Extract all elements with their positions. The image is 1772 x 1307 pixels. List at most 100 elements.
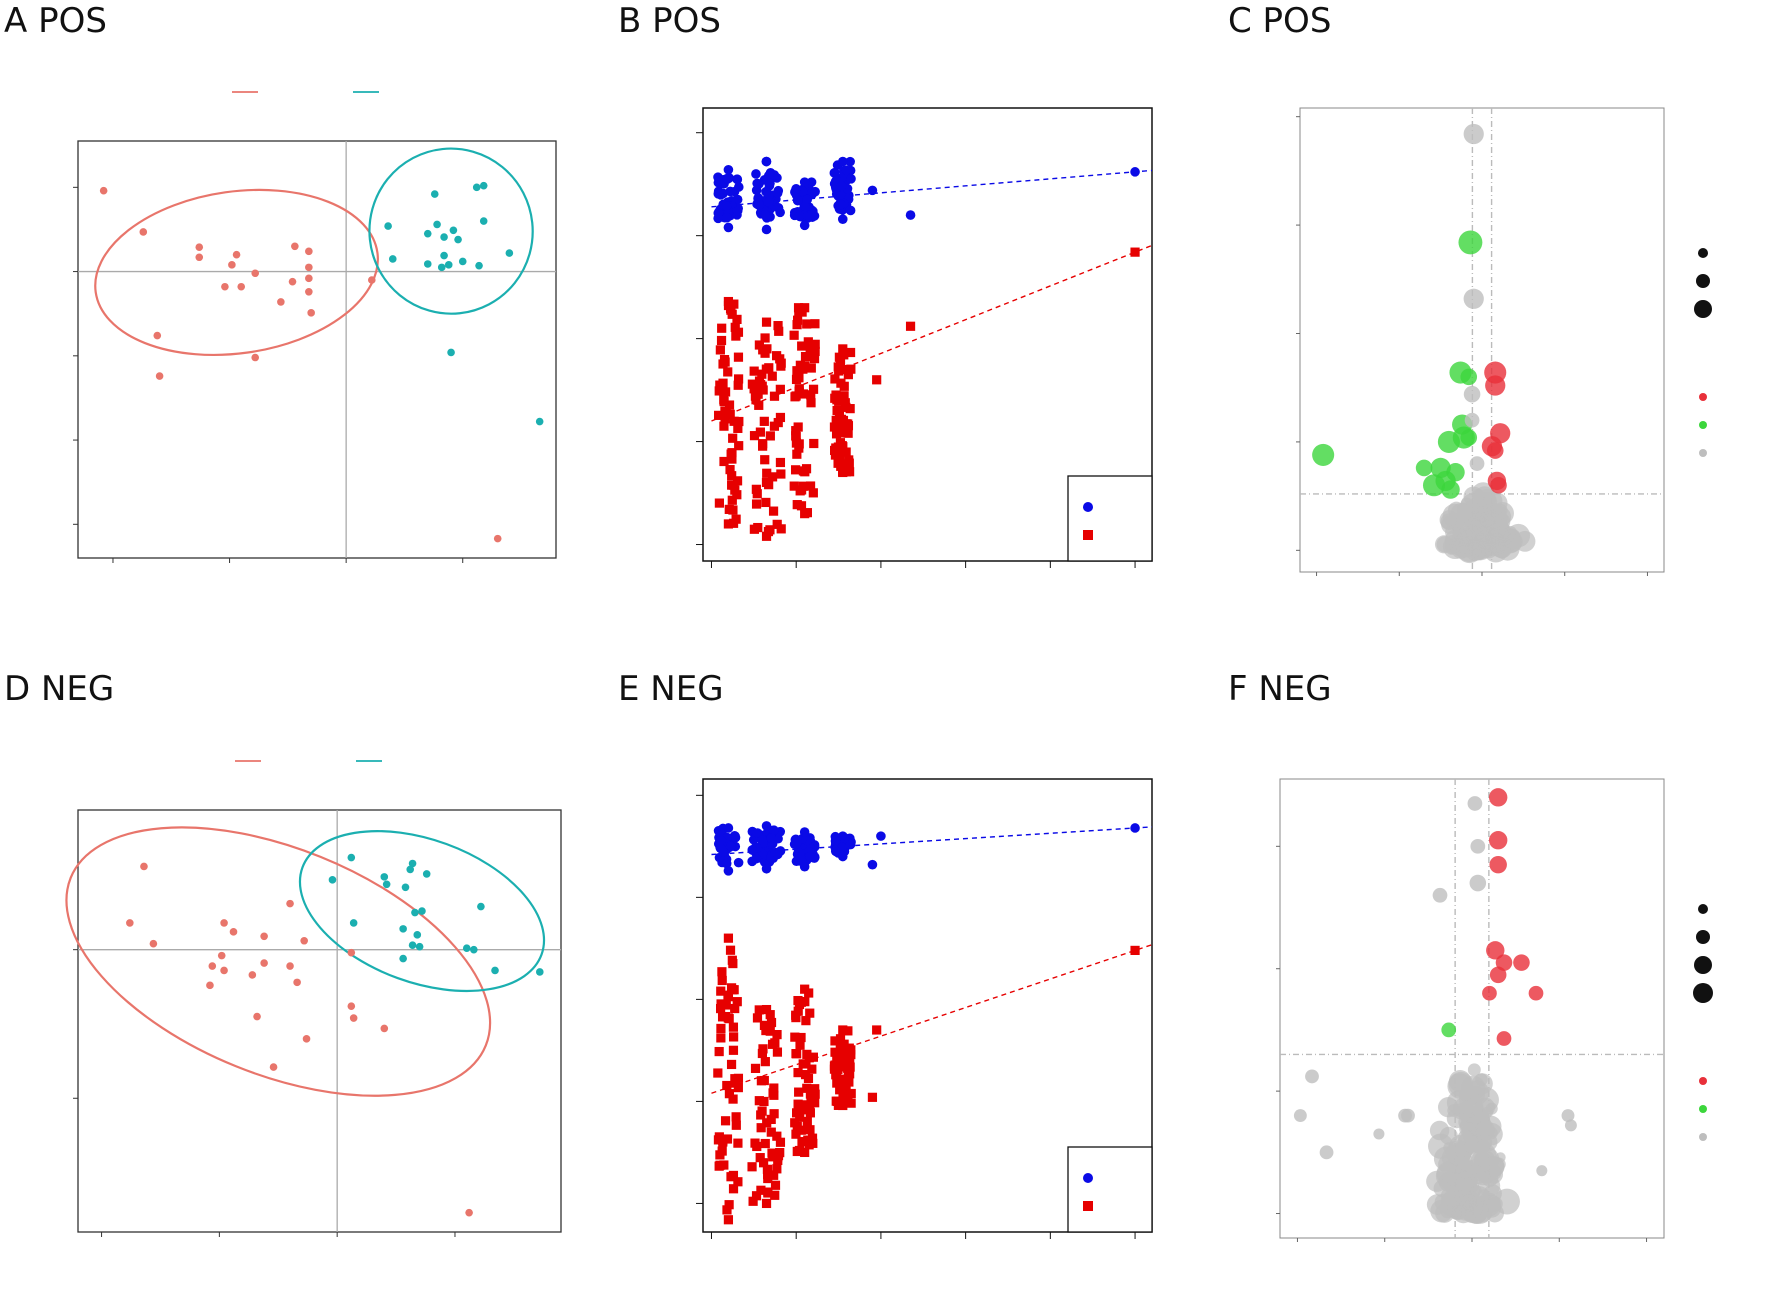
q2-point bbox=[801, 1016, 811, 1026]
sample-point bbox=[291, 242, 299, 251]
r2-point bbox=[791, 184, 801, 194]
q2-point bbox=[722, 1134, 733, 1144]
nodiff-point bbox=[1319, 1145, 1334, 1160]
q2-point bbox=[732, 997, 742, 1007]
r2-point bbox=[747, 856, 757, 867]
q2-point bbox=[766, 1127, 776, 1137]
q2-point bbox=[765, 525, 775, 535]
sample-point bbox=[349, 919, 358, 927]
nodiff-point bbox=[1293, 1109, 1307, 1123]
sample-point bbox=[347, 1002, 356, 1010]
r2-point bbox=[846, 174, 856, 184]
q2-point bbox=[761, 1004, 772, 1015]
q2-point bbox=[765, 1010, 775, 1020]
r2-point bbox=[796, 854, 807, 865]
q2-point bbox=[776, 524, 786, 534]
q2-point bbox=[795, 360, 805, 370]
q2-point bbox=[748, 1196, 758, 1206]
q2-point bbox=[776, 469, 786, 479]
r2-point bbox=[765, 168, 776, 178]
r2-point bbox=[752, 828, 763, 838]
q2-point bbox=[769, 391, 780, 401]
q2-point bbox=[747, 379, 757, 389]
size-legend-key bbox=[1696, 274, 1710, 288]
q2-point bbox=[830, 1047, 840, 1057]
q2-point bbox=[845, 404, 855, 414]
q2-point bbox=[716, 1003, 726, 1014]
volcano-plot-neg bbox=[1276, 778, 1713, 1242]
r2-point bbox=[837, 851, 848, 862]
sample-point bbox=[423, 229, 432, 238]
q2-point bbox=[730, 1003, 740, 1014]
r2-point bbox=[799, 220, 810, 231]
nodiff-point bbox=[1401, 1108, 1415, 1123]
r2-point bbox=[715, 843, 726, 854]
q2-point bbox=[791, 432, 801, 442]
q2-point bbox=[720, 414, 730, 424]
nodiff-point bbox=[1454, 1142, 1469, 1158]
dw-point bbox=[1441, 1022, 1457, 1038]
permutation-plot-neg bbox=[696, 778, 1153, 1239]
q2-point bbox=[836, 461, 846, 471]
q2-point bbox=[835, 438, 846, 448]
q2-point bbox=[843, 1092, 853, 1103]
q2-point bbox=[832, 1069, 842, 1079]
q2-point bbox=[756, 1123, 766, 1133]
sample-point bbox=[347, 948, 356, 957]
sample-point bbox=[367, 276, 376, 284]
nodiff-point bbox=[1440, 513, 1457, 530]
q2-point bbox=[846, 1098, 856, 1108]
q2-point bbox=[867, 1092, 878, 1102]
sample-point bbox=[470, 945, 478, 954]
q2-point bbox=[716, 335, 727, 346]
sample-point bbox=[399, 925, 407, 933]
q2-point bbox=[802, 319, 812, 329]
confidence-ellipse-a-luad bbox=[94, 188, 379, 357]
color-legend-key bbox=[1699, 1133, 1707, 1141]
q2-point bbox=[722, 1205, 732, 1215]
q2-point bbox=[733, 1177, 743, 1187]
r2-point bbox=[766, 833, 776, 843]
nodiff-point bbox=[1434, 1193, 1452, 1211]
q2-point bbox=[751, 1191, 762, 1201]
q2-point bbox=[833, 1056, 844, 1066]
q2-point bbox=[845, 347, 856, 358]
q2-point bbox=[763, 1173, 773, 1184]
q2-point bbox=[772, 1131, 782, 1141]
sample-point bbox=[475, 261, 483, 270]
sample-point bbox=[307, 309, 315, 317]
sample-point bbox=[288, 277, 297, 286]
sample-point bbox=[305, 287, 313, 296]
sample-point bbox=[422, 870, 431, 878]
dw-point bbox=[1437, 430, 1460, 453]
q2-point bbox=[774, 326, 784, 336]
q2-point bbox=[728, 1184, 739, 1194]
sample-point bbox=[399, 954, 407, 963]
q2-point bbox=[713, 1068, 723, 1078]
q2-point bbox=[720, 357, 730, 367]
q2-point bbox=[800, 467, 810, 477]
q2-point bbox=[810, 1098, 820, 1108]
sample-point bbox=[139, 228, 148, 236]
q2-point bbox=[803, 337, 813, 347]
q2-point bbox=[806, 398, 816, 408]
r2-point bbox=[765, 178, 775, 189]
q2-point bbox=[805, 1008, 815, 1018]
q2-point bbox=[720, 1116, 731, 1126]
q2-point bbox=[841, 428, 851, 438]
sample-point bbox=[454, 235, 462, 244]
q2-point bbox=[792, 449, 802, 459]
r2-point bbox=[867, 185, 878, 196]
q2-point bbox=[802, 1049, 812, 1059]
q2-point bbox=[727, 955, 737, 965]
q2-point bbox=[792, 1108, 802, 1118]
q2-point bbox=[733, 380, 743, 390]
r2-point bbox=[732, 206, 743, 216]
q2-point bbox=[769, 1170, 779, 1180]
sample-point bbox=[140, 862, 148, 871]
q2-point bbox=[759, 1096, 769, 1107]
sample-point bbox=[477, 902, 485, 911]
q2-point bbox=[808, 384, 819, 394]
q2-point bbox=[838, 1062, 848, 1072]
sample-point bbox=[437, 263, 446, 272]
